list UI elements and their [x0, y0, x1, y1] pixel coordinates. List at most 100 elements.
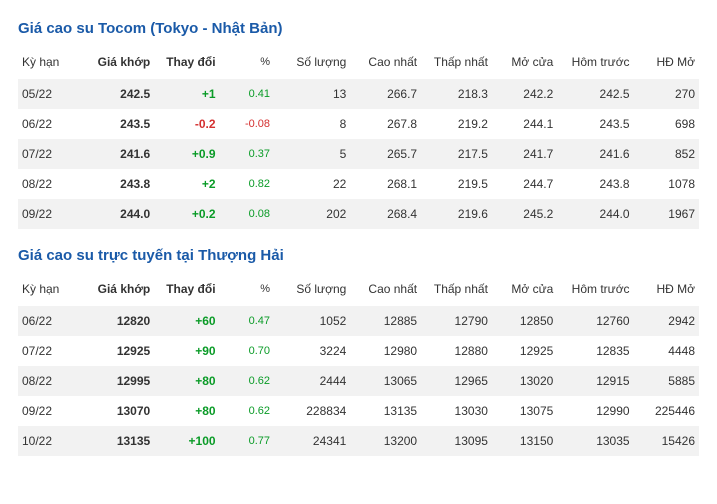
cell-prev: 12835 [557, 336, 633, 366]
cell-high: 267.8 [350, 109, 421, 139]
cell-high: 13135 [350, 396, 421, 426]
header-vol: Số lượng [274, 49, 350, 79]
table-row: 10/2213135+1000.772434113200130951315013… [18, 426, 699, 456]
cell-oi: 225446 [634, 396, 699, 426]
cell-pct: 0.62 [220, 366, 274, 396]
cell-price: 13070 [83, 396, 154, 426]
cell-open: 13150 [492, 426, 557, 456]
cell-low: 12790 [421, 306, 492, 336]
cell-low: 219.2 [421, 109, 492, 139]
cell-high: 13065 [350, 366, 421, 396]
cell-change: +80 [154, 396, 219, 426]
cell-vol: 228834 [274, 396, 350, 426]
header-open: Mở cửa [492, 276, 557, 306]
cell-high: 266.7 [350, 79, 421, 109]
cell-change: +2 [154, 169, 219, 199]
header-term: Kỳ hạn [18, 276, 83, 306]
cell-change: +100 [154, 426, 219, 456]
cell-price: 12925 [83, 336, 154, 366]
cell-open: 244.7 [492, 169, 557, 199]
cell-open: 12925 [492, 336, 557, 366]
price-table: Kỳ hạnGiá khớpThay đổi%Số lượngCao nhấtT… [18, 49, 699, 229]
cell-term: 10/22 [18, 426, 83, 456]
cell-pct: 0.37 [220, 139, 274, 169]
cell-high: 12980 [350, 336, 421, 366]
cell-low: 13030 [421, 396, 492, 426]
cell-oi: 4448 [634, 336, 699, 366]
cell-pct: 0.77 [220, 426, 274, 456]
cell-term: 08/22 [18, 169, 83, 199]
cell-low: 12965 [421, 366, 492, 396]
table-row: 06/22243.5-0.2-0.088267.8219.2244.1243.5… [18, 109, 699, 139]
cell-price: 244.0 [83, 199, 154, 229]
cell-vol: 202 [274, 199, 350, 229]
table-row: 09/22244.0+0.20.08202268.4219.6245.2244.… [18, 199, 699, 229]
cell-low: 217.5 [421, 139, 492, 169]
cell-prev: 12760 [557, 306, 633, 336]
cell-vol: 2444 [274, 366, 350, 396]
cell-change: +80 [154, 366, 219, 396]
header-high: Cao nhất [350, 276, 421, 306]
cell-price: 243.8 [83, 169, 154, 199]
cell-prev: 12915 [557, 366, 633, 396]
cell-vol: 8 [274, 109, 350, 139]
cell-high: 268.1 [350, 169, 421, 199]
header-price: Giá khớp [83, 49, 154, 79]
cell-term: 08/22 [18, 366, 83, 396]
cell-oi: 852 [634, 139, 699, 169]
cell-low: 219.5 [421, 169, 492, 199]
cell-price: 242.5 [83, 79, 154, 109]
cell-oi: 5885 [634, 366, 699, 396]
cell-low: 13095 [421, 426, 492, 456]
cell-vol: 24341 [274, 426, 350, 456]
cell-term: 05/22 [18, 79, 83, 109]
cell-pct: 0.08 [220, 199, 274, 229]
cell-high: 13200 [350, 426, 421, 456]
header-oi: HĐ Mở [634, 49, 699, 79]
cell-open: 242.2 [492, 79, 557, 109]
cell-open: 13075 [492, 396, 557, 426]
table-row: 08/2212995+800.6224441306512965130201291… [18, 366, 699, 396]
header-term: Kỳ hạn [18, 49, 83, 79]
cell-vol: 1052 [274, 306, 350, 336]
cell-low: 12880 [421, 336, 492, 366]
header-pct: % [220, 276, 274, 306]
cell-open: 244.1 [492, 109, 557, 139]
cell-high: 268.4 [350, 199, 421, 229]
cell-price: 12820 [83, 306, 154, 336]
header-low: Thấp nhất [421, 49, 492, 79]
cell-term: 06/22 [18, 109, 83, 139]
cell-price: 241.6 [83, 139, 154, 169]
cell-price: 243.5 [83, 109, 154, 139]
cell-pct: 0.70 [220, 336, 274, 366]
cell-oi: 270 [634, 79, 699, 109]
cell-vol: 5 [274, 139, 350, 169]
cell-oi: 1078 [634, 169, 699, 199]
cell-open: 13020 [492, 366, 557, 396]
cell-prev: 241.6 [557, 139, 633, 169]
cell-change: -0.2 [154, 109, 219, 139]
cell-prev: 243.5 [557, 109, 633, 139]
cell-change: +1 [154, 79, 219, 109]
cell-oi: 698 [634, 109, 699, 139]
cell-prev: 243.8 [557, 169, 633, 199]
cell-pct: -0.08 [220, 109, 274, 139]
table-row: 07/22241.6+0.90.375265.7217.5241.7241.68… [18, 139, 699, 169]
table-row: 06/2212820+600.4710521288512790128501276… [18, 306, 699, 336]
cell-change: +0.2 [154, 199, 219, 229]
cell-prev: 244.0 [557, 199, 633, 229]
cell-term: 09/22 [18, 396, 83, 426]
cell-pct: 0.62 [220, 396, 274, 426]
cell-term: 06/22 [18, 306, 83, 336]
header-change: Thay đổi [154, 276, 219, 306]
cell-oi: 1967 [634, 199, 699, 229]
table-row: 09/2213070+800.6222883413135130301307512… [18, 396, 699, 426]
cell-pct: 0.41 [220, 79, 274, 109]
section-title: Giá cao su trực tuyến tại Thượng Hải [18, 247, 699, 264]
cell-prev: 242.5 [557, 79, 633, 109]
section-title: Giá cao su Tocom (Tokyo - Nhật Bản) [18, 20, 699, 37]
price-table: Kỳ hạnGiá khớpThay đổi%Số lượngCao nhấtT… [18, 276, 699, 456]
table-row: 07/2212925+900.7032241298012880129251283… [18, 336, 699, 366]
header-low: Thấp nhất [421, 276, 492, 306]
cell-change: +90 [154, 336, 219, 366]
